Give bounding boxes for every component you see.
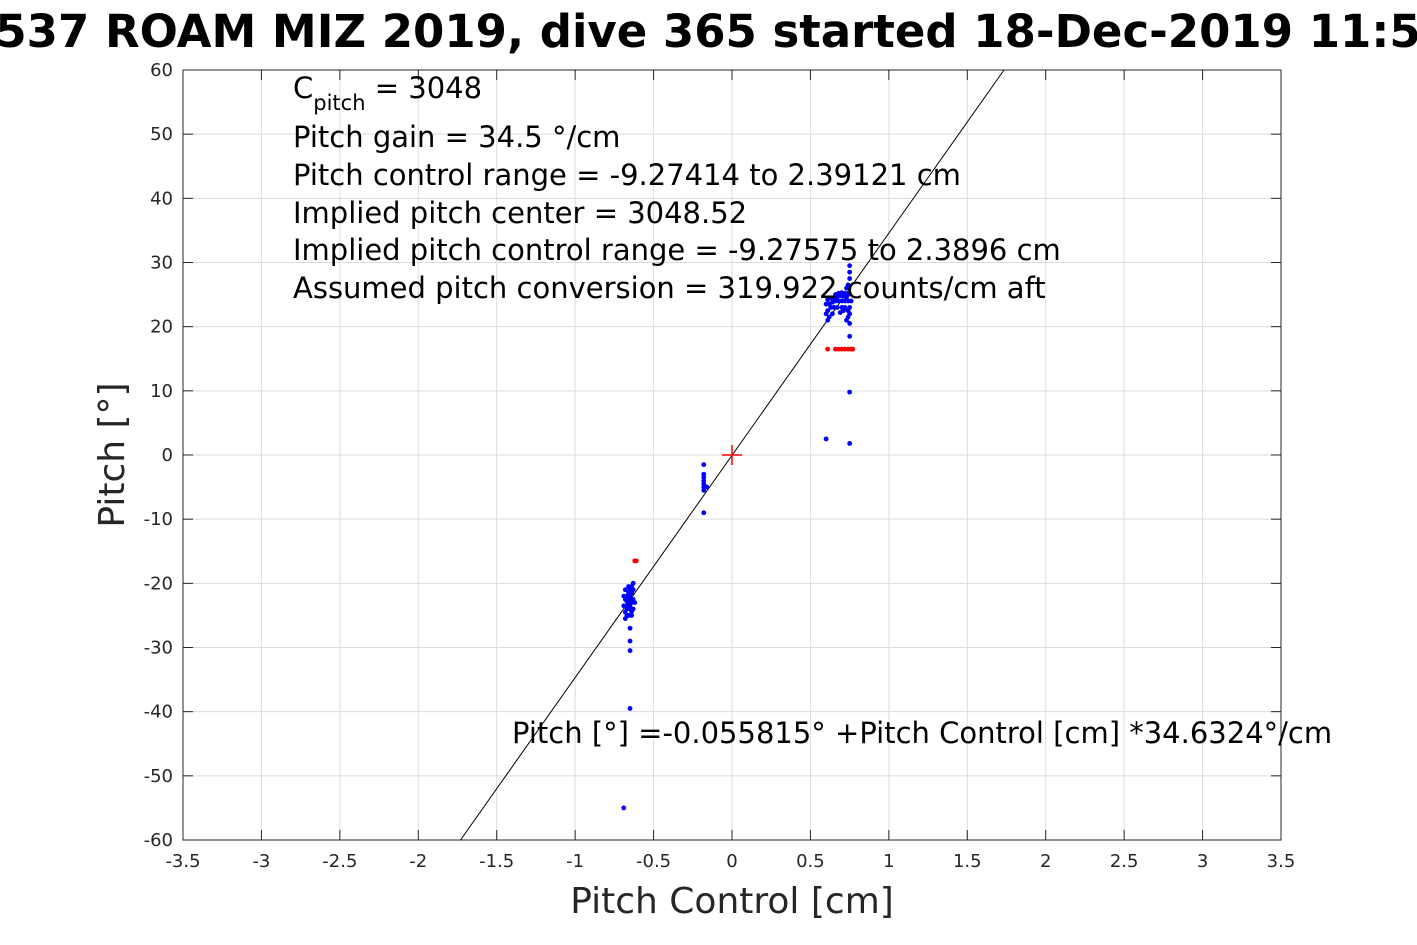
x-tick-label: -1.5 — [479, 851, 514, 872]
data-point — [701, 462, 707, 468]
data-point — [622, 587, 628, 593]
parameter-annotations: Cpitch = 3048 Pitch gain = 34.5 °/cm Pit… — [293, 71, 1332, 750]
y-tick-label: 30 — [150, 253, 173, 274]
data-point — [701, 471, 707, 477]
data-point — [834, 305, 840, 310]
x-tick-label: 3 — [1197, 851, 1208, 872]
data-point — [847, 276, 853, 281]
center-marker-layer — [722, 445, 742, 465]
data-point — [627, 706, 633, 711]
fit-equation-annotation: Pitch [°] =-0.055815° +Pitch Control [cm… — [512, 716, 1332, 750]
data-point — [823, 436, 829, 442]
axis-ticks: -3.5 -3 -2.5 -2 -1.5 -1 -0.5 0 0.5 1 1.5 2 2.5 3 3.5 -6… — [144, 60, 1296, 872]
data-point — [847, 333, 853, 339]
c-pitch-value: = 3048 — [366, 71, 483, 105]
pitch-control-range-annotation: Pitch control range = -9.27414 to 2.3912… — [293, 158, 961, 192]
y-tick-label: -50 — [144, 766, 173, 787]
pitch-gain-annotation: Pitch gain = 34.5 °/cm — [293, 120, 620, 154]
data-point — [629, 609, 635, 614]
x-tick-label: 0.5 — [796, 851, 825, 872]
data-point — [847, 269, 853, 275]
data-point — [630, 580, 636, 586]
data-point — [633, 558, 639, 564]
y-tick-label: -10 — [144, 509, 173, 530]
data-point — [630, 596, 636, 602]
x-tick-label: 2 — [1040, 851, 1051, 872]
data-point — [847, 389, 853, 395]
x-tick-label: -1 — [566, 851, 584, 872]
y-tick-label: 20 — [150, 317, 173, 338]
y-tick-label: -60 — [144, 830, 173, 851]
data-point — [626, 584, 631, 589]
y-tick-label: -20 — [144, 573, 173, 594]
y-tick-label: 50 — [150, 124, 173, 145]
grid — [182, 69, 1282, 841]
data-point — [627, 638, 633, 644]
x-axis-label: Pitch Control [cm] — [570, 881, 894, 922]
data-point — [829, 311, 835, 317]
c-pitch-annotation: Cpitch = 3048 — [293, 71, 482, 115]
c-pitch-subscript: pitch — [313, 91, 365, 115]
y-tick-label: 0 — [162, 445, 173, 466]
x-tick-label: 3.5 — [1267, 851, 1296, 872]
data-point — [847, 321, 853, 326]
x-tick-label: -0.5 — [636, 851, 671, 872]
y-tick-label: 40 — [150, 188, 173, 209]
pitch-conversion-annotation: Assumed pitch conversion = 319.922 count… — [293, 271, 1046, 305]
x-tick-label: -3.5 — [165, 851, 200, 872]
data-point — [627, 625, 633, 631]
x-tick-label: 1 — [883, 851, 894, 872]
x-tick-label: -2 — [409, 851, 427, 872]
chart-title: 537 ROAM MIZ 2019, dive 365 started 18-D… — [0, 5, 1417, 58]
data-point — [847, 305, 853, 310]
data-points — [621, 263, 856, 811]
implied-pitch-range-annotation: Implied pitch control range = -9.27575 t… — [293, 233, 1061, 267]
implied-pitch-center-annotation: Implied pitch center = 3048.52 — [293, 196, 747, 230]
c-pitch-main: C — [293, 71, 313, 105]
data-point — [627, 648, 633, 654]
data-point — [847, 263, 853, 269]
data-point — [704, 484, 710, 490]
data-point — [848, 298, 854, 304]
y-tick-label: -40 — [144, 702, 173, 723]
data-point — [837, 310, 843, 315]
data-point — [629, 613, 635, 618]
y-tick-label: 60 — [150, 60, 173, 81]
data-point — [847, 441, 853, 446]
data-point — [845, 282, 851, 288]
x-tick-label: -3 — [252, 851, 270, 872]
y-tick-label: -30 — [144, 638, 173, 659]
y-tick-label: 10 — [150, 381, 173, 402]
x-tick-label: 0 — [726, 851, 737, 872]
data-point — [847, 311, 853, 317]
x-tick-label: -2.5 — [322, 851, 357, 872]
data-point — [627, 604, 633, 609]
data-point — [826, 314, 832, 320]
data-point — [825, 308, 831, 314]
data-point — [624, 598, 630, 604]
data-point — [845, 292, 851, 297]
x-tick-label: 1.5 — [953, 851, 982, 872]
data-point — [701, 510, 707, 516]
data-point — [621, 805, 627, 811]
data-point — [825, 346, 831, 352]
x-tick-label: 2.5 — [1110, 851, 1139, 872]
data-point — [850, 346, 856, 352]
y-axis-label: Pitch [°] — [92, 382, 133, 527]
